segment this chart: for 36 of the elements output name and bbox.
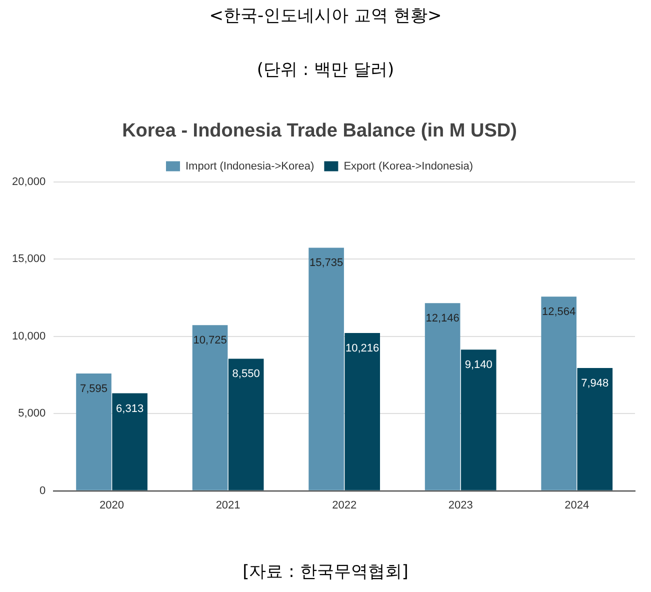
data-label: 12,564 [542,306,576,318]
data-label: 15,735 [309,257,344,270]
y-tick-label: 15,000 [12,253,46,266]
legend-label: Export (Korea->Indonesia) [344,160,474,172]
bar [344,332,380,490]
bar [577,368,613,490]
bar [76,373,112,490]
text: [자료 : 한국무역협회] [242,561,410,583]
data-label: 7,595 [80,382,108,395]
x-tick-label: 2021 [216,499,240,512]
data-label: 9,140 [464,359,492,372]
chart-title: Korea - Indonesia Trade Balance (in M USD) [122,120,517,142]
bar [460,350,496,490]
x-tick-label: 2024 [564,499,590,512]
text: <한국-인도네시아 교역 현황> [208,5,443,27]
legend-label: Import (Indonesia->Korea) [185,160,314,172]
bar [541,296,577,490]
bar [192,325,228,490]
data-label: 12,146 [426,312,460,325]
y-tick-label: 0 [40,484,46,497]
bar [112,393,148,490]
bar [424,303,460,490]
x-tick-label: 2020 [100,499,124,512]
x-tick-label: 2023 [448,499,473,512]
y-tick-label: 20,000 [12,176,46,188]
y-tick-label: 5,000 [18,408,46,420]
x-tick-label: 2022 [332,499,357,512]
text: (단위 : 백만 달러) [256,59,396,81]
data-label: 6,313 [116,402,144,415]
y-tick-label: 10,000 [12,330,46,342]
data-label: 7,948 [581,378,609,390]
data-label: 8,550 [232,368,260,380]
data-label: 10,216 [346,342,380,354]
bar [308,248,344,490]
bar [228,358,264,490]
data-label: 10,725 [193,334,227,347]
